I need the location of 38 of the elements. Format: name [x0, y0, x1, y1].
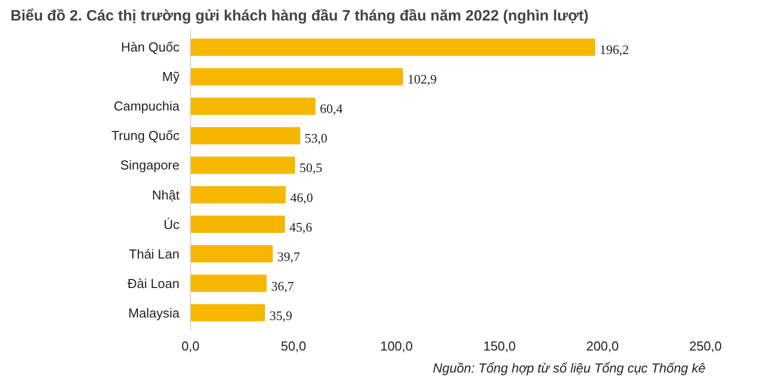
bar [190, 156, 296, 174]
data-label: 60,4 [320, 101, 344, 116]
bar [190, 127, 300, 144]
x-tick-label: 0,0 [181, 338, 200, 354]
bar [190, 216, 285, 233]
bar [190, 186, 286, 204]
bar [190, 38, 596, 56]
bar [190, 98, 316, 115]
y-tick-label: Trung Quốc [111, 128, 180, 144]
data-label: 53,0 [304, 130, 328, 146]
text: Nguồn: Tổng hợp từ số liệu Tổng cục Thống kê [432, 360, 706, 376]
y-tick-label: Singapore [120, 158, 180, 173]
x-tick-label: 50,0 [280, 338, 306, 354]
y-tick-label: Malaysia [128, 305, 180, 320]
bar [190, 274, 267, 292]
y-tick-label: Úc [164, 216, 180, 232]
data-label: 102,9 [407, 72, 437, 87]
bar [190, 304, 265, 322]
chart-title: Biểu đồ 2. Các thị trường gửi khách hàng đầu 7 tháng đầu năm 2022 (nghìn lượt) [10, 8, 589, 24]
x-tick-label: 250,0 [689, 338, 722, 354]
data-label: 36,7 [271, 278, 294, 294]
bar [190, 245, 273, 262]
y-tick-label: Nhật [152, 187, 180, 202]
data-label: 39,7 [277, 248, 301, 264]
x-tick-label: 100,0 [380, 338, 413, 354]
data-label: 46,0 [290, 190, 314, 205]
y-tick-label: Thái Lan [128, 246, 180, 262]
y-tick-label: Hàn Quốc [120, 40, 180, 55]
data-label: 45,6 [289, 219, 313, 234]
y-tick-label: Đài Loan [127, 276, 180, 291]
bar [190, 68, 403, 86]
data-label: 35,9 [269, 308, 292, 323]
y-tick-label: Campuchia [114, 98, 180, 114]
y-tick-label: Mỹ [162, 69, 180, 84]
data-label: 50,5 [300, 160, 322, 176]
data-label: 196,2 [600, 42, 629, 58]
x-tick-label: 150,0 [483, 338, 516, 354]
x-tick-label: 200,0 [586, 338, 619, 354]
